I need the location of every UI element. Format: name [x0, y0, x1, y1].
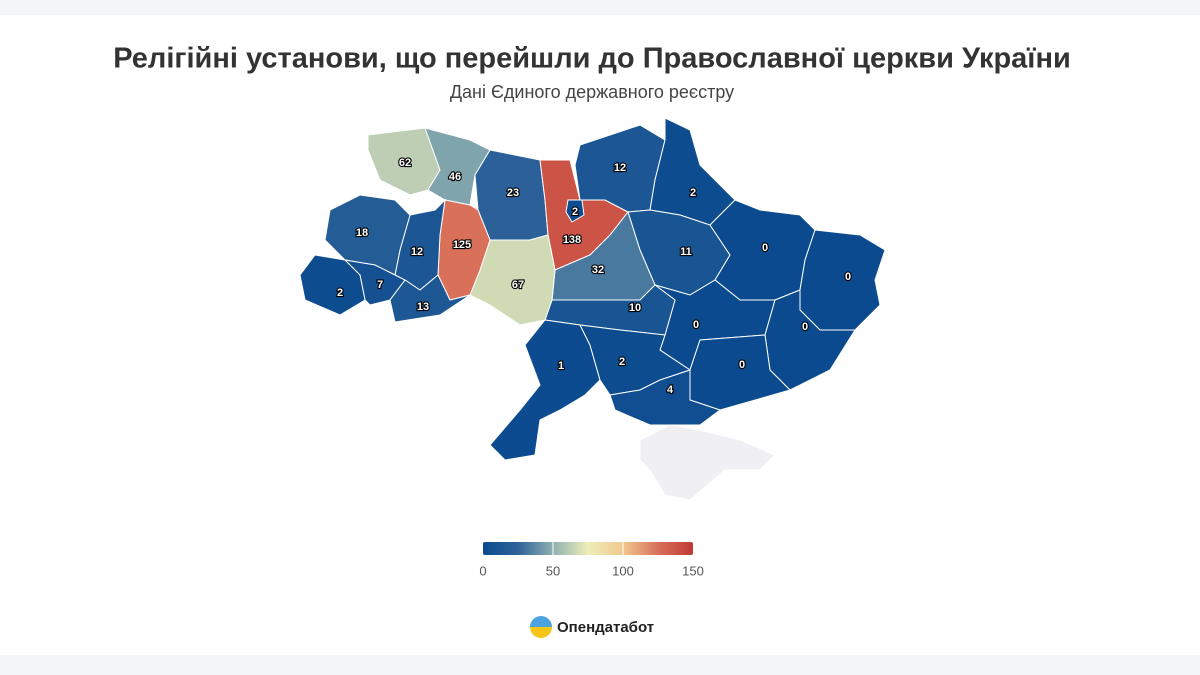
region: [609, 369, 722, 426]
region-label: 125: [453, 239, 471, 251]
region: [324, 194, 411, 276]
regions: [299, 117, 886, 461]
region-label: 67: [512, 279, 524, 291]
legend-tick-label: 100: [612, 563, 634, 578]
region-label: 2: [619, 356, 625, 368]
legend-tick-label: 150: [682, 563, 704, 578]
logo-bottom: [530, 627, 552, 638]
region-label: 62: [399, 157, 411, 169]
logo-top: [530, 616, 552, 627]
region-label: 11: [680, 246, 692, 258]
brand-name: Опендатабот: [557, 619, 654, 636]
legend: 0 50 100 150: [479, 542, 704, 578]
region-label: 0: [845, 271, 851, 283]
region-label: 0: [762, 242, 768, 254]
region: [299, 254, 366, 316]
region-label: 23: [507, 187, 519, 199]
title: Релігійні установи, що перейшли до Право…: [113, 43, 1071, 75]
region-label: 138: [563, 234, 581, 246]
region-label: 10: [629, 302, 641, 314]
legend-tick-label: 0: [479, 563, 486, 578]
region-label: 2: [337, 287, 343, 299]
crimea: [639, 424, 776, 501]
region-label: 0: [739, 359, 745, 371]
region-label: 4: [667, 384, 674, 396]
region-label: 7: [377, 279, 383, 291]
legend-bar: [483, 542, 693, 555]
subtitle: Дані Єдиного державного реєстру: [450, 82, 734, 102]
region: [389, 274, 471, 323]
brand: Опендатабот: [530, 616, 654, 638]
region-label: 12: [411, 246, 423, 258]
region-label: 12: [614, 162, 626, 174]
region-label: 32: [592, 264, 604, 276]
region-label: 0: [693, 319, 699, 331]
region-label: 2: [572, 206, 578, 218]
legend-tick-label: 50: [546, 563, 560, 578]
region-label: 46: [449, 171, 461, 183]
region-label: 1: [558, 360, 564, 372]
region-label: 18: [356, 227, 368, 239]
region-label: 0: [802, 321, 808, 333]
region-label: 2: [690, 187, 696, 199]
region-label: 13: [417, 301, 429, 313]
